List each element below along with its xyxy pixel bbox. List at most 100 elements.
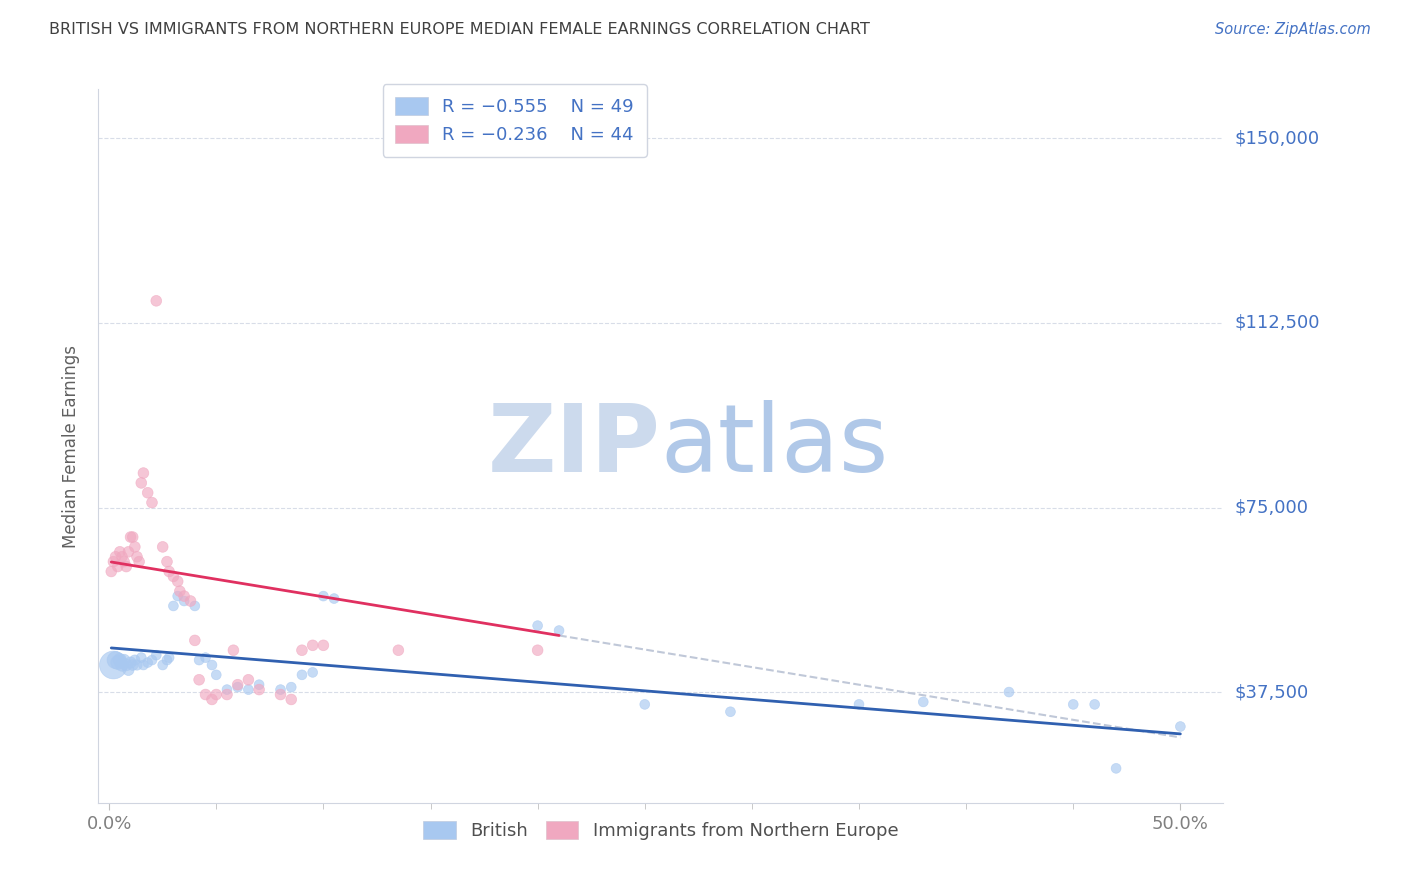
Point [184, 599, 207, 613]
Text: Source: ZipAtlas.com: Source: ZipAtlas.com [1215, 22, 1371, 37]
Point [120, 530, 142, 544]
Point [111, 658, 134, 673]
Point [125, 658, 148, 673]
Point [117, 663, 139, 677]
Point [1105, 761, 1128, 775]
Point [145, 293, 167, 308]
Point [145, 648, 167, 662]
Point [201, 658, 224, 673]
Point [526, 643, 548, 657]
Point [226, 678, 249, 692]
Point [205, 688, 228, 702]
Point [188, 673, 211, 687]
Point [120, 656, 142, 670]
Point [720, 705, 742, 719]
Point [215, 682, 238, 697]
Point [280, 680, 302, 694]
Point [548, 624, 571, 638]
Point [112, 555, 135, 569]
Point [124, 653, 146, 667]
Point [180, 594, 202, 608]
Text: $75,000: $75,000 [1234, 499, 1309, 516]
Text: ZIP: ZIP [488, 400, 661, 492]
Point [132, 466, 155, 480]
Text: atlas: atlas [661, 400, 889, 492]
Point [104, 653, 127, 667]
Point [998, 685, 1021, 699]
Point [125, 549, 148, 564]
Point [112, 653, 135, 667]
Point [188, 653, 211, 667]
Point [194, 688, 217, 702]
Point [166, 589, 188, 603]
Point [156, 653, 179, 667]
Point [152, 658, 174, 673]
Point [100, 565, 122, 579]
Point [184, 633, 207, 648]
Point [136, 656, 159, 670]
Y-axis label: Median Female Earnings: Median Female Earnings [62, 344, 80, 548]
Point [152, 540, 174, 554]
Point [157, 565, 180, 579]
Legend: British, Immigrants from Northern Europe: British, Immigrants from Northern Europe [416, 814, 905, 847]
Point [103, 555, 125, 569]
Text: $150,000: $150,000 [1234, 129, 1319, 147]
Point [247, 682, 270, 697]
Point [194, 650, 217, 665]
Point [128, 555, 150, 569]
Point [121, 658, 143, 673]
Point [141, 653, 163, 667]
Point [280, 692, 302, 706]
Point [323, 591, 346, 606]
Point [108, 545, 131, 559]
Point [129, 475, 152, 490]
Point [226, 680, 249, 694]
Point [129, 650, 152, 665]
Point [312, 638, 335, 652]
Point [291, 643, 314, 657]
Point [115, 559, 138, 574]
Point [312, 589, 335, 603]
Point [136, 485, 159, 500]
Point [912, 695, 935, 709]
Point [247, 678, 270, 692]
Point [205, 668, 228, 682]
Point [301, 665, 323, 680]
Point [157, 650, 180, 665]
Point [270, 688, 292, 702]
Point [1170, 719, 1192, 733]
Point [103, 658, 125, 673]
Point [301, 638, 323, 652]
Point [124, 540, 146, 554]
Point [132, 658, 155, 673]
Point [117, 545, 139, 559]
Point [115, 658, 138, 673]
Point [387, 643, 409, 657]
Point [104, 549, 127, 564]
Point [173, 589, 195, 603]
Point [222, 643, 245, 657]
Point [291, 668, 314, 682]
Point [1062, 698, 1084, 712]
Point [166, 574, 188, 589]
Text: BRITISH VS IMMIGRANTS FROM NORTHERN EUROPE MEDIAN FEMALE EARNINGS CORRELATION CH: BRITISH VS IMMIGRANTS FROM NORTHERN EURO… [49, 22, 870, 37]
Point [108, 653, 131, 667]
Point [270, 682, 292, 697]
Point [173, 594, 195, 608]
Point [107, 559, 129, 574]
Point [141, 495, 163, 509]
Point [162, 599, 184, 613]
Text: $37,500: $37,500 [1234, 683, 1309, 701]
Point [121, 530, 143, 544]
Point [215, 688, 238, 702]
Point [162, 569, 184, 583]
Text: $112,500: $112,500 [1234, 314, 1320, 332]
Point [238, 682, 260, 697]
Point [169, 584, 191, 599]
Point [111, 549, 134, 564]
Point [526, 618, 548, 632]
Point [156, 555, 179, 569]
Point [1084, 698, 1107, 712]
Point [107, 656, 129, 670]
Point [848, 698, 870, 712]
